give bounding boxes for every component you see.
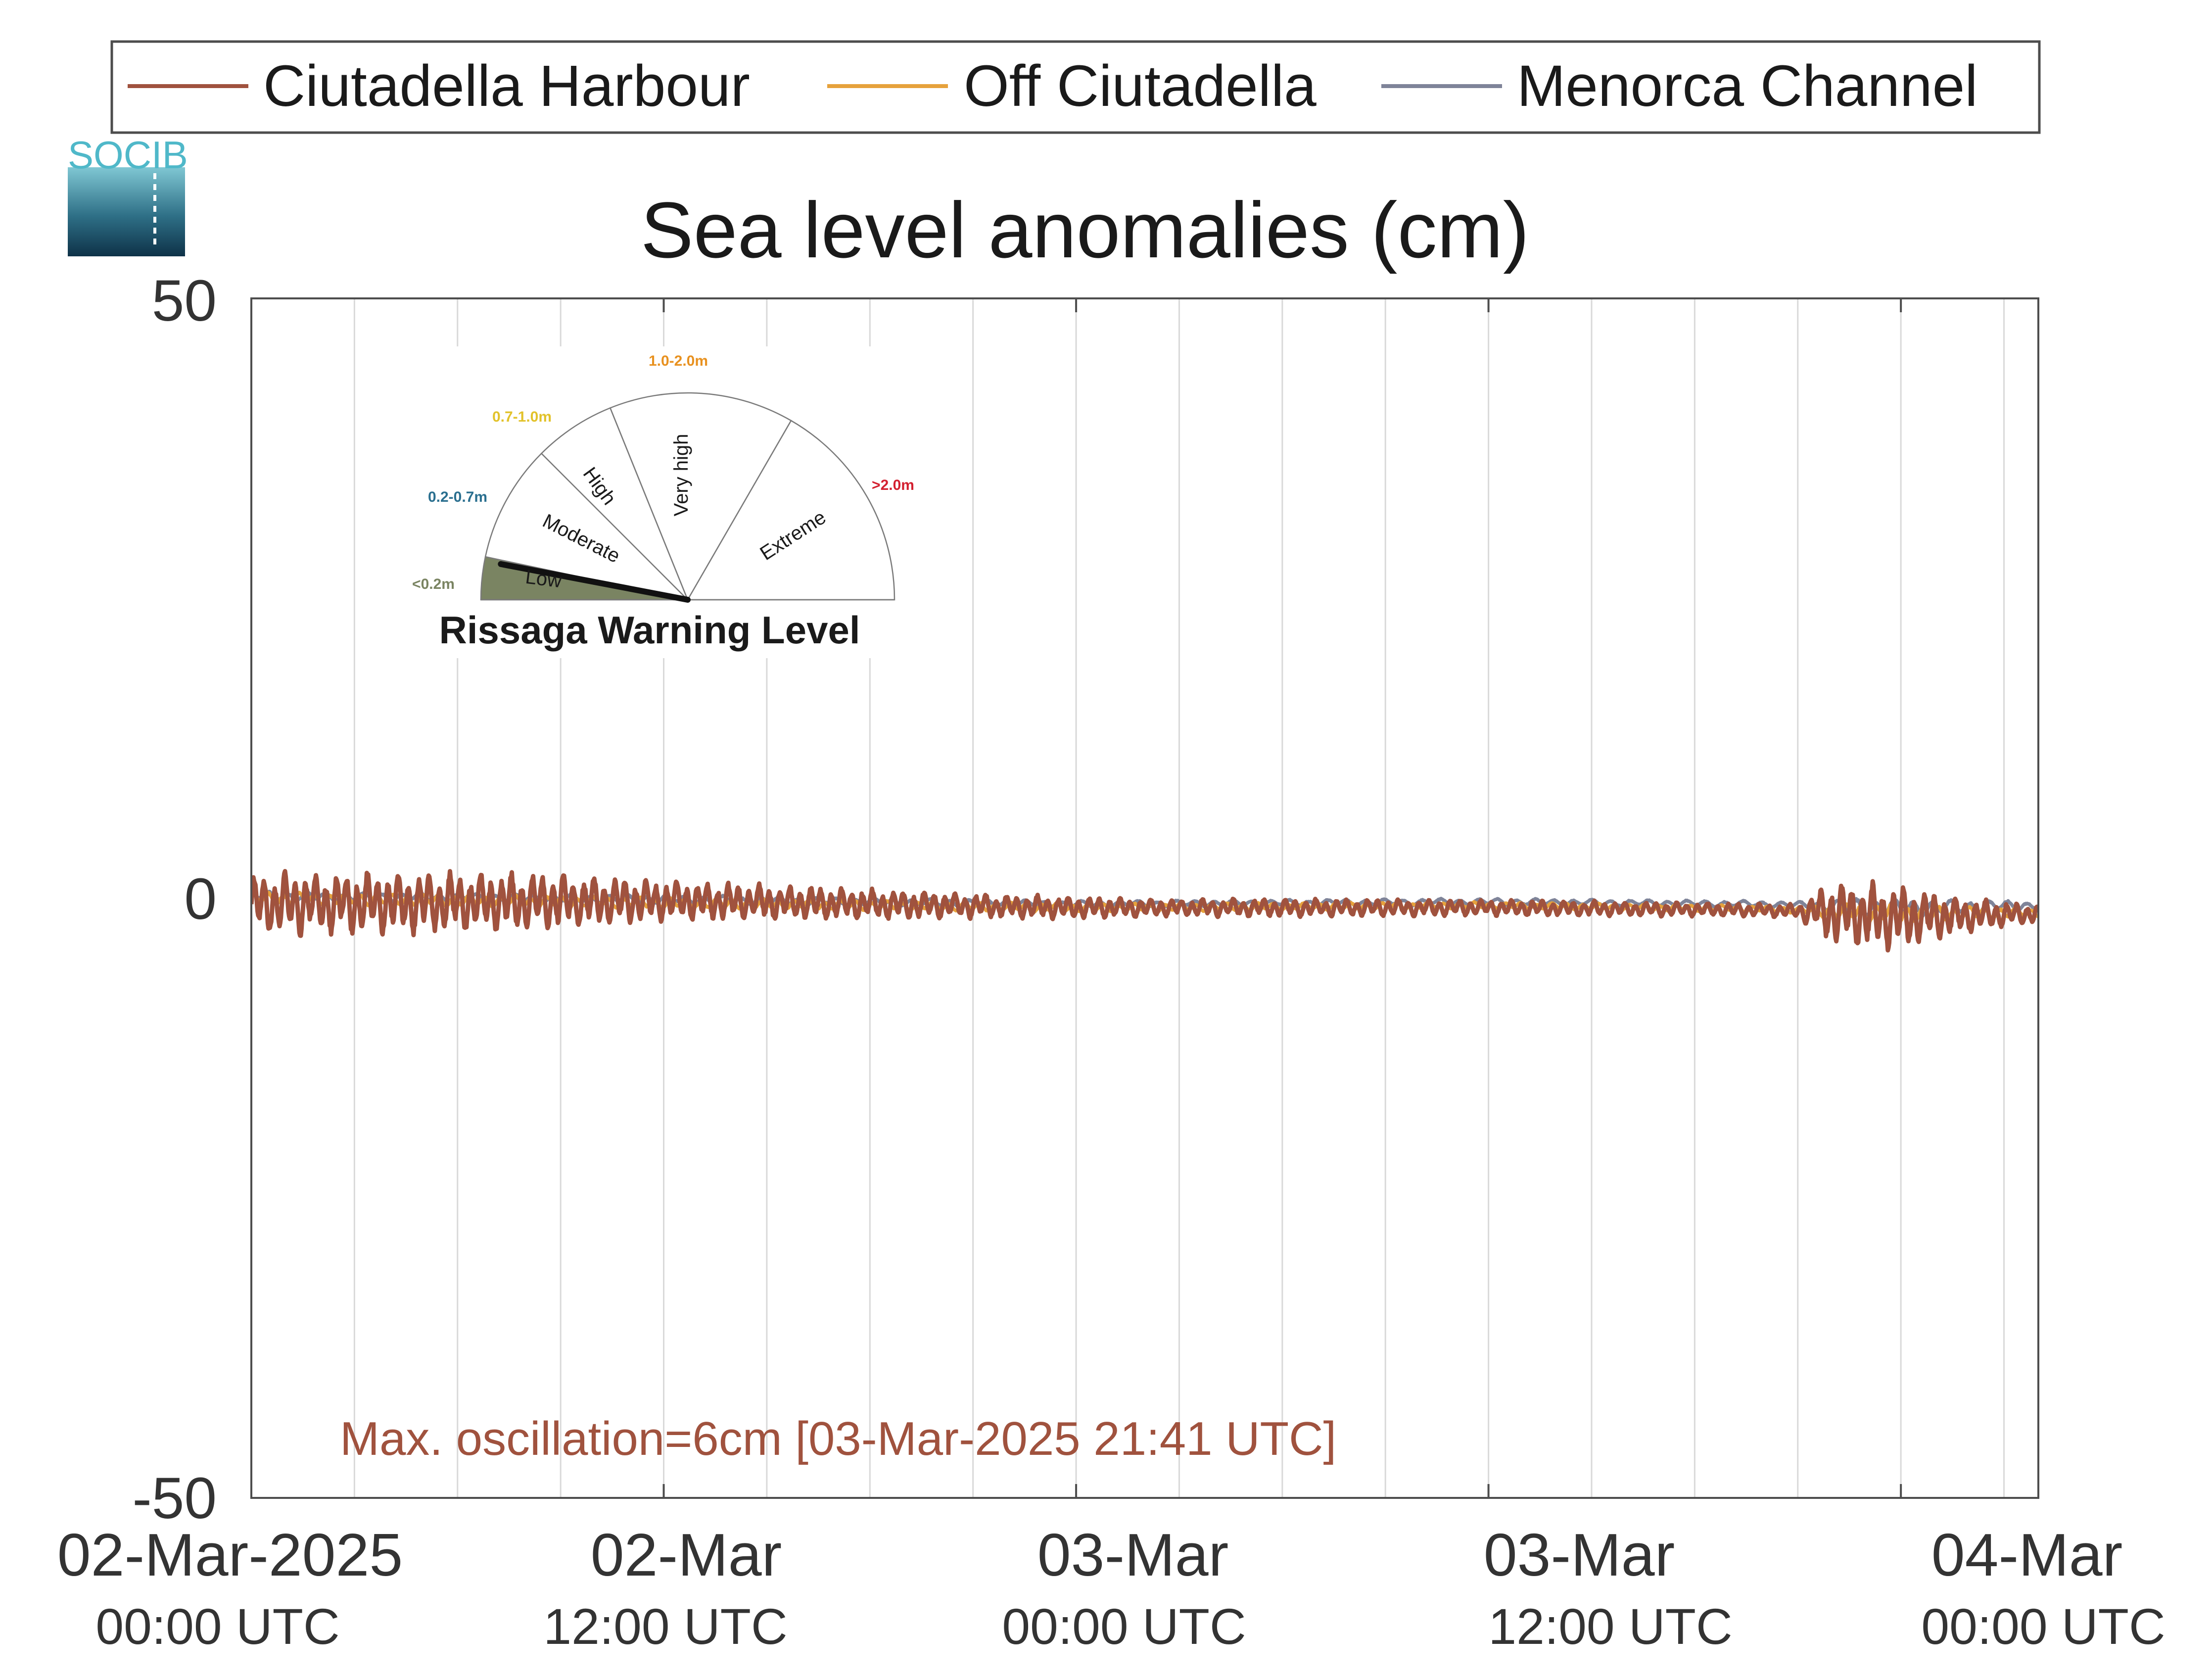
- series-line-ciutadella-harbour: [251, 869, 2038, 953]
- gauge-category-low: Low: [524, 566, 563, 592]
- ytick-label-bottom: -50: [132, 1466, 217, 1531]
- gauge-title: Rissaga Warning Level: [439, 608, 860, 652]
- rissaga-warning-gauge: Low Moderate High Very high Extreme <0.2…: [391, 346, 930, 658]
- gauge-sector-high: [540, 407, 689, 600]
- ytick-label-middle: 0: [184, 866, 217, 932]
- gauge-sector-very-high: [609, 392, 792, 601]
- series-layer: [251, 869, 2038, 953]
- xtick-date-4: 04-Mar: [1931, 1521, 2122, 1588]
- xtick-date-1: 02-Mar: [591, 1521, 782, 1588]
- y-axis: 50 0 -50: [132, 268, 217, 1531]
- max-oscillation-annotation: Max. oscillation=6cm [03-Mar-2025 21:41 …: [340, 1412, 1336, 1465]
- xtick-date-2: 03-Mar: [1037, 1521, 1228, 1588]
- ytick-label-top: 50: [152, 268, 217, 334]
- legend-box: [110, 40, 2041, 134]
- gauge-range-very-high: 1.0-2.0m: [649, 353, 708, 369]
- gauge-range-extreme: >2.0m: [872, 477, 914, 493]
- socib-logo-panel: [68, 167, 185, 256]
- xtick-time-2: 00:00 UTC: [1002, 1598, 1246, 1655]
- gauge-sector-extreme: [686, 420, 895, 601]
- gauge-range-high: 0.7-1.0m: [492, 409, 552, 425]
- socib-logo: SOCIB: [68, 133, 188, 256]
- gauge-range-low: <0.2m: [412, 576, 455, 592]
- legend-label-off-ciutadella: Off Ciutadella: [964, 53, 1317, 119]
- legend: Ciutadella Harbour Off Ciutadella Menorc…: [110, 40, 2041, 134]
- chart-title: Sea level anomalies (cm): [641, 186, 1529, 274]
- xtick-time-0: 00:00 UTC: [95, 1598, 339, 1655]
- xtick-time-4: 00:00 UTC: [1921, 1598, 2165, 1655]
- socib-logo-text: SOCIB: [68, 133, 188, 177]
- legend-label-ciutadella-harbour: Ciutadella Harbour: [263, 53, 750, 119]
- x-axis: 02-Mar-2025 00:00 UTC 02-Mar 12:00 UTC 0…: [57, 1521, 2165, 1655]
- gauge-sectors: [480, 392, 895, 603]
- gauge-range-moderate: 0.2-0.7m: [428, 489, 487, 505]
- xtick-time-3: 12:00 UTC: [1488, 1598, 1732, 1655]
- xtick-date-0: 02-Mar-2025: [57, 1521, 403, 1588]
- gauge-needle: [498, 561, 691, 603]
- plot-frame: [250, 297, 2039, 1499]
- xtick-time-1: 12:00 UTC: [543, 1598, 787, 1655]
- gauge-category-very-high: Very high: [670, 434, 692, 517]
- gauge-sector-moderate: [484, 452, 690, 601]
- legend-label-menorca-channel: Menorca Channel: [1517, 53, 1977, 119]
- xtick-date-3: 03-Mar: [1484, 1521, 1675, 1588]
